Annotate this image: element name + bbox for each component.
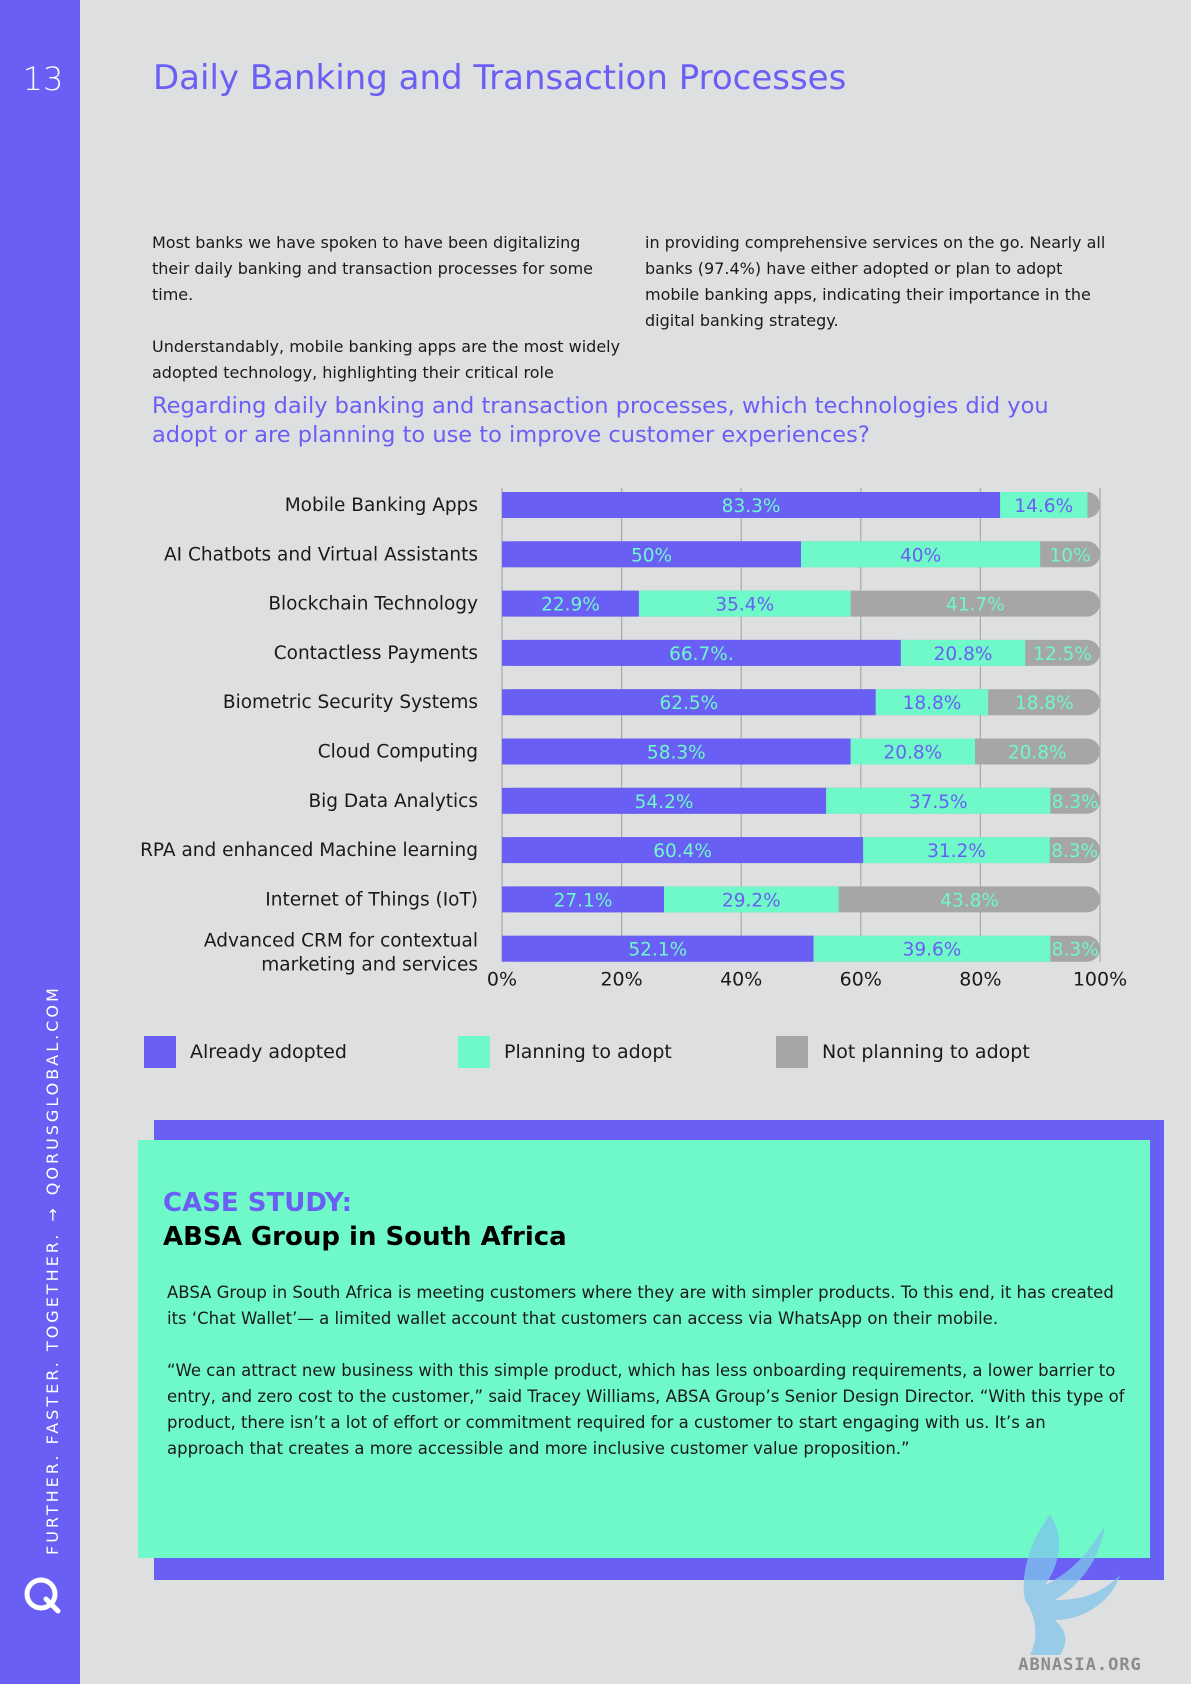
data-label: 54.2% xyxy=(635,792,694,813)
survey-question: Regarding daily banking and transaction … xyxy=(152,393,1049,448)
case-study-body: ABSA Group in South Africa is meeting cu… xyxy=(167,1280,1127,1488)
page-number: 13 xyxy=(22,60,64,98)
watermark-text: ABNASIA.ORG xyxy=(1018,1655,1142,1675)
bar-segment xyxy=(850,738,976,765)
bar-segment xyxy=(826,787,1051,814)
data-label: 43.8% xyxy=(940,890,999,911)
page-title: Daily Banking and Transaction Processes xyxy=(153,58,847,98)
bar-segment xyxy=(813,935,1051,962)
category-label: Blockchain Technology xyxy=(268,594,478,615)
bar-segment xyxy=(502,689,876,716)
data-label: 12.5% xyxy=(1033,644,1092,665)
bar-segment xyxy=(502,787,827,814)
category-label: RPA and enhanced Machine learning xyxy=(140,840,478,861)
legend-label: Already adopted xyxy=(190,1041,347,1063)
bar-segment xyxy=(502,738,851,765)
bar-segment xyxy=(801,541,1041,568)
category-label: Cloud Computing xyxy=(318,742,478,763)
data-label: 18.8% xyxy=(1015,693,1074,714)
category-label: Biometric Security Systems xyxy=(223,692,478,713)
griffin-icon xyxy=(1023,1515,1120,1655)
bar-segment xyxy=(502,541,801,568)
bar-segment xyxy=(900,639,1026,666)
data-label: 8.3% xyxy=(1051,841,1098,862)
sidebar: 13 FURTHER. FASTER. TOGETHER. → QORUSGLOBA… xyxy=(0,0,80,1684)
data-label: 62.5% xyxy=(659,693,718,714)
data-label: 40% xyxy=(900,545,941,566)
bar-segment xyxy=(863,837,1050,864)
data-label: 83.3% xyxy=(722,496,781,517)
data-label: 50% xyxy=(631,545,672,566)
data-label: 22.9% xyxy=(541,595,600,616)
category-label: Mobile Banking Apps xyxy=(285,495,478,516)
tagline-text: FURTHER. FASTER. TOGETHER. xyxy=(43,1231,62,1555)
category-label: AI Chatbots and Virtual Assistants xyxy=(164,544,478,565)
intro-paragraph: in providing comprehensive services on t… xyxy=(645,233,1106,330)
bar-segment xyxy=(664,886,839,913)
data-label: 39.6% xyxy=(903,940,962,961)
stacked-bar-chart: 0% 20% 40% 60% 80% 100% Mobile Banking Apps 83.… xyxy=(140,488,1127,991)
category-label: Advanced CRM for contextual marketing and… xyxy=(204,931,478,976)
data-label: 8.3% xyxy=(1052,792,1099,813)
legend-item-not-planning: Not planning to adopt xyxy=(776,1035,1030,1069)
data-label: 58.3% xyxy=(647,743,706,764)
data-label: 27.1% xyxy=(554,890,613,911)
intro-right-column: in providing comprehensive services on t… xyxy=(645,230,1115,360)
legend-item-already-adopted: Already adopted xyxy=(144,1035,347,1069)
data-label: 37.5% xyxy=(909,792,968,813)
case-study-paragraph: ABSA Group in South Africa is meeting cu… xyxy=(167,1283,1114,1328)
bar-segment xyxy=(1000,492,1088,518)
x-tick-label: 0% xyxy=(487,969,517,991)
data-label: 41.7% xyxy=(946,595,1005,616)
case-study-title: ABSA Group in South Africa xyxy=(163,1222,567,1252)
category-label: Internet of Things (IoT) xyxy=(265,889,478,910)
x-tick-label: 80% xyxy=(959,969,1001,991)
x-tick-label: 20% xyxy=(600,969,642,991)
case-study-box: CASE STUDY: ABSA Group in South Africa A… xyxy=(138,1140,1150,1558)
data-label: 20.8% xyxy=(883,743,942,764)
website-link[interactable]: QORUSGLOBAL.COM xyxy=(43,985,62,1196)
bar-segment xyxy=(502,492,1001,518)
data-label: 10% xyxy=(1050,545,1091,566)
case-study-paragraph: “We can attract new business with this s… xyxy=(167,1361,1125,1458)
data-label: 66.7%. xyxy=(669,644,734,665)
bar-segment xyxy=(502,639,901,666)
bar-segment xyxy=(502,935,814,962)
arrow-icon: → xyxy=(43,1205,62,1222)
data-label: 20.8% xyxy=(1008,743,1067,764)
data-label: 29.2% xyxy=(722,890,781,911)
data-label: 52.1% xyxy=(628,940,687,961)
data-label: 14.6% xyxy=(1014,496,1073,517)
legend-swatch xyxy=(458,1036,490,1068)
bar-segment xyxy=(502,590,639,617)
data-label: 35.4% xyxy=(715,595,774,616)
legend-label: Not planning to adopt xyxy=(822,1041,1030,1063)
case-study-label: CASE STUDY: xyxy=(163,1188,352,1218)
category-label: Contactless Payments xyxy=(274,643,478,664)
legend-swatch xyxy=(776,1036,808,1068)
data-label: 20.8% xyxy=(934,644,993,665)
q-logo-icon xyxy=(24,1577,61,1614)
data-label: 18.8% xyxy=(903,693,962,714)
x-tick-label: 60% xyxy=(840,969,882,991)
legend-label: Planning to adopt xyxy=(504,1041,672,1063)
bar-segment xyxy=(502,886,665,913)
bar-segment xyxy=(638,590,851,617)
intro-paragraph: Most banks we have spoken to have been d… xyxy=(152,233,594,304)
side-tagline: FURTHER. FASTER. TOGETHER. → QORUSGLOBAL.C… xyxy=(43,985,62,1555)
legend-item-planning-to-adopt: Planning to adopt xyxy=(458,1035,672,1069)
watermark: ABNASIA.ORG xyxy=(1018,1515,1142,1675)
intro-left-column: Most banks we have spoken to have been d… xyxy=(152,230,622,412)
intro-paragraph: Understandably, mobile banking apps are … xyxy=(152,337,621,382)
x-tick-label: 100% xyxy=(1073,969,1127,991)
bar-segment xyxy=(502,837,864,864)
legend-swatch xyxy=(144,1036,176,1068)
data-label: 60.4% xyxy=(653,841,712,862)
category-label: Big Data Analytics xyxy=(308,791,478,812)
bar-segment xyxy=(875,689,989,716)
x-tick-label: 40% xyxy=(720,969,762,991)
data-label: 31.2% xyxy=(927,841,986,862)
data-label: 8.3% xyxy=(1052,940,1099,961)
